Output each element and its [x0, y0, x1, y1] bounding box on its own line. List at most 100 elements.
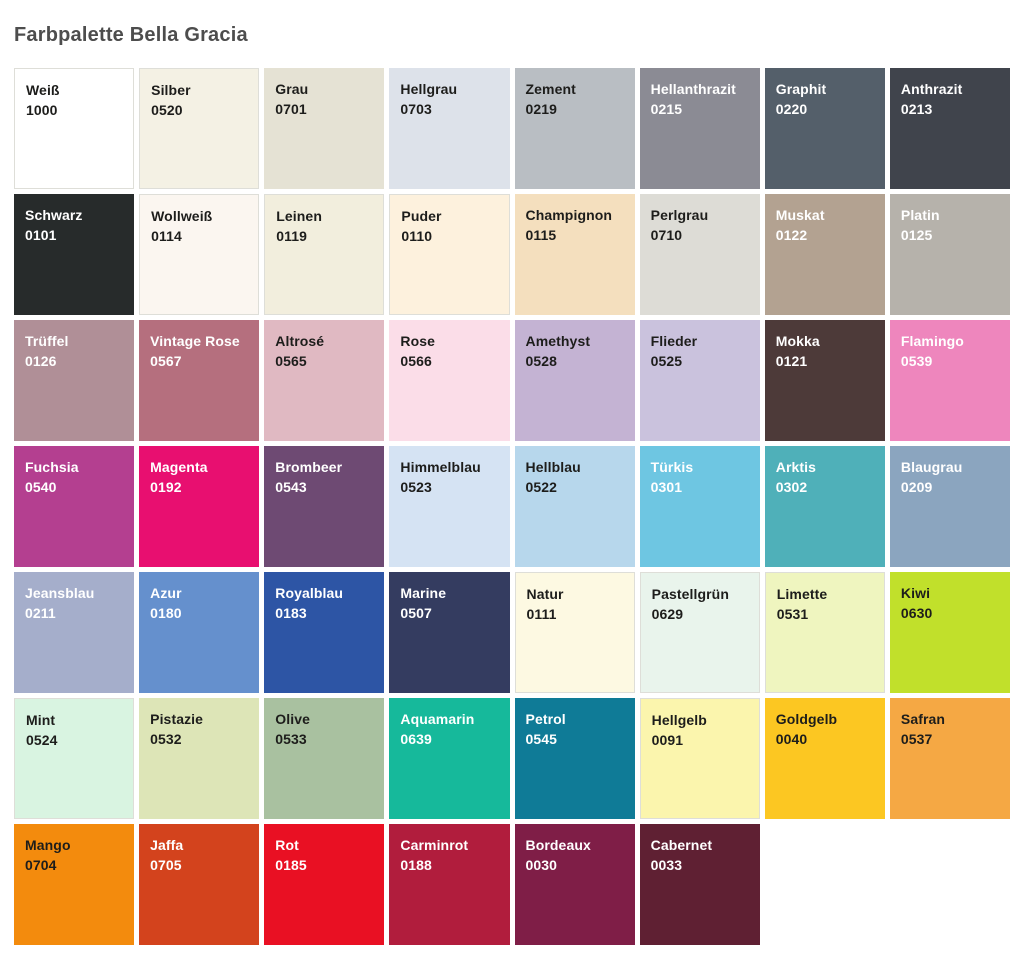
swatch-code: 0209 — [900, 478, 933, 495]
swatch-code: 0192 — [150, 478, 182, 495]
swatch-code: 0121 — [775, 352, 808, 369]
swatch-code: 0524 — [26, 731, 58, 748]
swatch-name: Puder — [401, 208, 442, 224]
swatch-code: 0119 — [276, 227, 308, 244]
swatch-code: 0539 — [900, 352, 933, 369]
color-swatch-0110: Puder 0110 — [389, 194, 510, 315]
swatch-name: Himmelblau — [400, 459, 481, 475]
color-swatch-0220: Graphit 0220 — [764, 68, 885, 189]
color-swatch-0040: Goldgelb 0040 — [764, 698, 885, 819]
color-swatch-0525: Flieder 0525 — [639, 320, 760, 441]
swatch-name: Arktis — [775, 459, 817, 475]
color-swatch-0710: Perlgrau 0710 — [639, 194, 760, 315]
swatch-code: 0531 — [776, 605, 809, 622]
swatch-code: 0101 — [25, 226, 57, 243]
swatch-code: 0545 — [525, 730, 558, 747]
swatch-name: Natur — [526, 586, 564, 602]
swatch-name: Pastellgrün — [651, 586, 729, 602]
swatch-name: Safran — [900, 711, 946, 727]
swatch-code: 0537 — [900, 730, 933, 747]
swatch-code: 0639 — [400, 730, 432, 747]
color-swatch-0545: Petrol 0545 — [514, 698, 635, 819]
color-swatch-0705: Jaffa 0705 — [139, 824, 260, 945]
swatch-name: Flieder — [650, 333, 698, 349]
swatch-name: Zement — [525, 81, 576, 97]
color-swatch-0639: Aquamarin 0639 — [389, 698, 510, 819]
swatch-name: Blaugrau — [900, 459, 963, 475]
color-swatch-0522: Hellblau 0522 — [514, 446, 635, 567]
swatch-code: 0704 — [25, 856, 57, 873]
swatch-name: Azur — [150, 585, 182, 601]
swatch-name: Altrosé — [275, 333, 325, 349]
swatch-name: Pistazie — [150, 711, 204, 727]
color-grid: Weiß 1000 Silber 0520 Grau 0701 Hellgrau 0703 Ze… — [14, 68, 1010, 945]
color-swatch-0567: Vintage Rose 0567 — [139, 320, 260, 441]
swatch-code: 0540 — [25, 478, 57, 495]
swatch-name: Mokka — [775, 333, 820, 349]
swatch-name: Weiß — [26, 82, 60, 98]
swatch-code: 0528 — [525, 352, 558, 369]
color-swatch-0185: Rot 0185 — [264, 824, 385, 945]
swatch-code: 0180 — [150, 604, 182, 621]
color-swatch-0033: Cabernet 0033 — [639, 824, 760, 945]
color-swatch-0566: Rose 0566 — [389, 320, 510, 441]
swatch-code: 0302 — [775, 478, 808, 495]
color-swatch-0301: Türkis 0301 — [639, 446, 760, 567]
swatch-code: 0522 — [525, 478, 558, 495]
color-swatch-0565: Altrosé 0565 — [264, 320, 385, 441]
swatch-name: Silber — [151, 82, 191, 98]
swatch-name: Anthrazit — [900, 81, 963, 97]
swatch-name: Marine — [400, 585, 447, 601]
swatch-code: 0532 — [150, 730, 182, 747]
swatch-name: Grau — [275, 81, 309, 97]
swatch-name: Goldgelb — [775, 711, 838, 727]
swatch-code: 0114 — [151, 227, 182, 244]
swatch-code: 1000 — [26, 101, 58, 118]
color-swatch-0532: Pistazie 0532 — [139, 698, 260, 819]
swatch-name: Graphit — [775, 81, 827, 97]
swatch-code: 0703 — [400, 100, 432, 117]
color-swatch-0188: Carminrot 0188 — [389, 824, 510, 945]
swatch-name: Platin — [900, 207, 940, 223]
color-swatch-0115: Champignon 0115 — [514, 194, 635, 315]
swatch-name: Hellblau — [525, 459, 581, 475]
swatch-code: 0033 — [650, 856, 683, 873]
color-swatch-0219: Zement 0219 — [514, 68, 635, 189]
swatch-name: Vintage Rose — [150, 333, 240, 349]
swatch-name: Mint — [26, 712, 56, 728]
swatch-name: Amethyst — [525, 333, 591, 349]
swatch-name: Türkis — [650, 459, 694, 475]
color-swatch-0629: Pastellgrün 0629 — [639, 572, 760, 693]
swatch-code: 0220 — [775, 100, 808, 117]
swatch-code: 0211 — [25, 604, 56, 621]
swatch-name: Champignon — [525, 207, 613, 223]
color-swatch-0703: Hellgrau 0703 — [389, 68, 510, 189]
swatch-code: 0215 — [650, 100, 683, 117]
swatch-name: Leinen — [276, 208, 322, 224]
color-swatch-0030: Bordeaux 0030 — [514, 824, 635, 945]
swatch-code: 0122 — [775, 226, 808, 243]
swatch-code: 0523 — [400, 478, 432, 495]
swatch-code: 0710 — [650, 226, 683, 243]
swatch-name: Olive — [275, 711, 310, 727]
swatch-name: Limette — [776, 586, 828, 602]
swatch-code: 0630 — [900, 604, 933, 621]
color-swatch-0091: Hellgelb 0091 — [639, 698, 760, 819]
swatch-code: 0525 — [650, 352, 683, 369]
swatch-name: Kiwi — [900, 585, 931, 601]
color-swatch-0528: Amethyst 0528 — [514, 320, 635, 441]
swatch-code: 0091 — [651, 731, 684, 748]
swatch-code: 0705 — [150, 856, 182, 873]
swatch-code: 0115 — [525, 226, 557, 243]
swatch-code: 0183 — [275, 604, 307, 621]
swatch-code: 0629 — [651, 605, 684, 622]
swatch-name: Bordeaux — [525, 837, 591, 853]
color-swatch-0523: Himmelblau 0523 — [389, 446, 510, 567]
color-swatch-0125: Platin 0125 — [889, 194, 1010, 315]
color-swatch-0520: Silber 0520 — [139, 68, 260, 189]
color-swatch-0180: Azur 0180 — [139, 572, 260, 693]
swatch-name: Fuchsia — [25, 459, 79, 475]
color-swatch-0507: Marine 0507 — [389, 572, 510, 693]
swatch-code: 0543 — [275, 478, 307, 495]
